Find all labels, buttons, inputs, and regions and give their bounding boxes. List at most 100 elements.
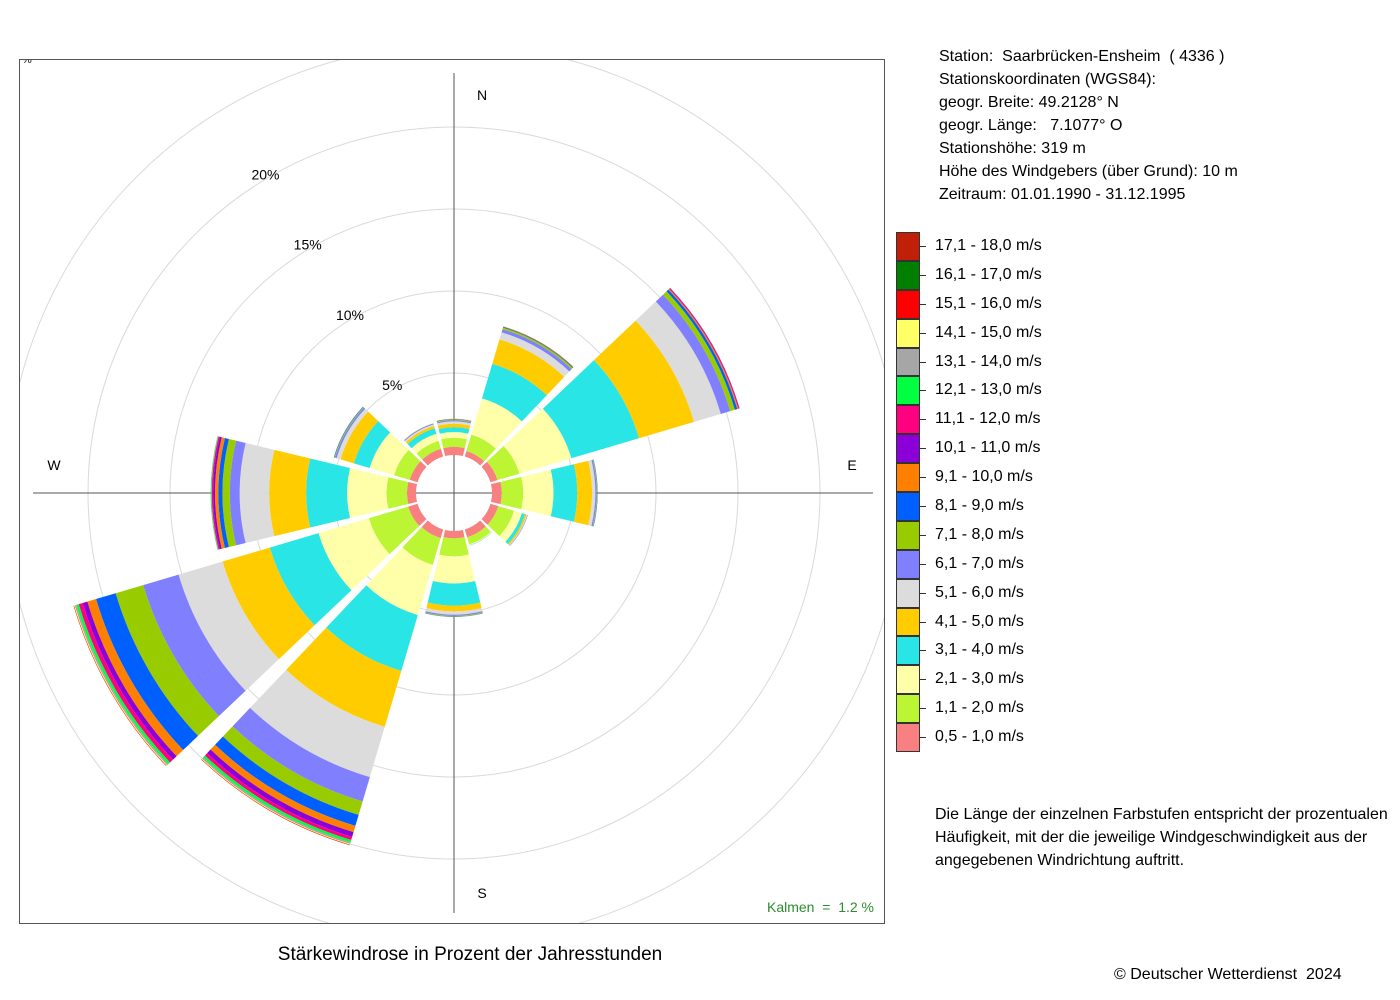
legend-swatch	[896, 347, 920, 377]
ring-label: 20%	[251, 166, 279, 182]
wedge-segment	[655, 294, 731, 414]
wedge-segment	[501, 329, 572, 372]
wedge-segment	[406, 482, 418, 504]
wedge-segment	[405, 425, 435, 445]
station-longitude: geogr. Länge: 7.1077° O	[939, 117, 1123, 134]
wedge-segment	[143, 574, 246, 717]
ring-label: 10%	[336, 307, 364, 323]
compass-north: N	[477, 87, 487, 103]
sector-150deg	[464, 520, 492, 546]
sector-90deg	[490, 459, 598, 527]
wedge-segment	[250, 669, 385, 778]
legend-label: 3,1 - 4,0 m/s	[935, 641, 1024, 659]
wedge-segment	[481, 503, 499, 525]
wedge-segment	[464, 520, 486, 538]
legend-label: 7,1 - 8,0 m/s	[935, 525, 1024, 543]
legend-tick	[920, 332, 926, 334]
wedge-segment	[318, 518, 390, 591]
wedge-segment	[436, 419, 472, 423]
wedge-segment	[286, 627, 402, 727]
wedge-segment	[426, 602, 482, 612]
wedge-segment	[521, 469, 554, 517]
wedge-segment	[662, 291, 735, 412]
legend-tick	[920, 419, 926, 421]
wedge-segment	[438, 427, 470, 434]
wedge-segment	[436, 418, 472, 422]
legend-tick	[920, 737, 926, 739]
wedge-segment	[436, 419, 472, 422]
note-line: angegebenen Windrichtung auftritt.	[935, 852, 1185, 869]
compass-east: E	[847, 457, 856, 473]
legend-label: 0,5 - 1,0 m/s	[935, 728, 1024, 746]
legend-tick	[920, 592, 926, 594]
wedge-segment	[366, 547, 433, 616]
wedge-segment	[437, 421, 471, 426]
wedge-segment	[542, 360, 640, 459]
sensor-height: Höhe des Windgebers (über Grund): 10 m	[939, 163, 1238, 180]
wedge-segment	[499, 510, 522, 542]
wedge-segment	[326, 585, 418, 671]
sector-330deg	[403, 423, 444, 466]
wedge-segment	[439, 537, 469, 557]
legend-label: 4,1 - 5,0 m/s	[935, 612, 1024, 630]
sector-300deg	[333, 406, 427, 483]
wedge-segment	[635, 301, 721, 422]
wedge-segment	[115, 585, 219, 736]
wedge-segment	[490, 481, 502, 505]
wedge-segment	[239, 442, 275, 544]
wedge-segment	[492, 339, 565, 396]
wedge-segment	[207, 749, 354, 837]
legend-label: 13,1 - 14,0 m/s	[935, 352, 1042, 370]
legend-label: 11,1 - 12,0 m/s	[935, 410, 1041, 428]
legend-tick	[920, 448, 926, 450]
wedge-segment	[222, 547, 315, 660]
legend-swatch	[896, 289, 920, 319]
wedge-segment	[466, 434, 496, 462]
legend-swatch	[896, 492, 920, 521]
ring-label: 15%	[294, 237, 322, 253]
wedge-segment	[269, 449, 311, 537]
wedge-segment	[507, 514, 527, 546]
legend-tick	[920, 390, 926, 392]
wedge-segment	[213, 436, 222, 550]
legend-tick	[920, 477, 926, 479]
legend-label: 14,1 - 15,0 m/s	[935, 323, 1042, 341]
wedge-segment	[505, 513, 526, 544]
sector-240deg	[73, 503, 427, 767]
sector-270deg	[210, 436, 418, 550]
sector-120deg	[481, 503, 528, 547]
legend-tick	[920, 506, 926, 508]
legend-swatch	[896, 463, 920, 493]
legend-label: 12,1 - 13,0 m/s	[935, 381, 1042, 399]
legend-tick	[920, 534, 926, 536]
station-altitude: Stationshöhe: 319 m	[939, 140, 1086, 157]
wedge-segment	[368, 506, 420, 555]
legend-swatch	[896, 636, 920, 666]
compass-west: W	[47, 457, 61, 473]
wedge-segment	[443, 529, 465, 539]
legend-label: 15,1 - 16,0 m/s	[935, 294, 1042, 312]
wind-rose-plot: 5% 10% 15% 20% N E S W % Kalmen = 1.2 %	[19, 59, 885, 924]
station-name: Station: Saarbrücken-Ensheim ( 4336 )	[939, 48, 1225, 65]
wedge-segment	[591, 459, 597, 527]
sector-0deg	[436, 418, 472, 457]
legend-swatch	[896, 694, 920, 724]
wedge-segment	[347, 468, 389, 518]
compass-south: S	[477, 885, 486, 901]
legend-label: 1,1 - 2,0 m/s	[935, 699, 1024, 717]
wedge-segment	[87, 599, 184, 757]
wedge-segment	[422, 448, 444, 466]
station-latitude: geogr. Breite: 49.2128° N	[939, 94, 1119, 111]
legend-tick	[920, 246, 926, 247]
legend-swatch	[896, 549, 920, 579]
calm-label: Kalmen = 1.2 %	[766, 899, 874, 915]
wedge-segment	[211, 436, 220, 550]
percent-mark: %	[22, 59, 32, 66]
legend-tick	[920, 650, 926, 652]
wedge-segment	[425, 612, 483, 617]
wedge-segment	[386, 477, 409, 509]
wedge-segment	[425, 613, 483, 617]
wedge-segment	[432, 554, 476, 584]
legend-swatch	[896, 318, 920, 348]
wedge-segment	[335, 407, 366, 459]
